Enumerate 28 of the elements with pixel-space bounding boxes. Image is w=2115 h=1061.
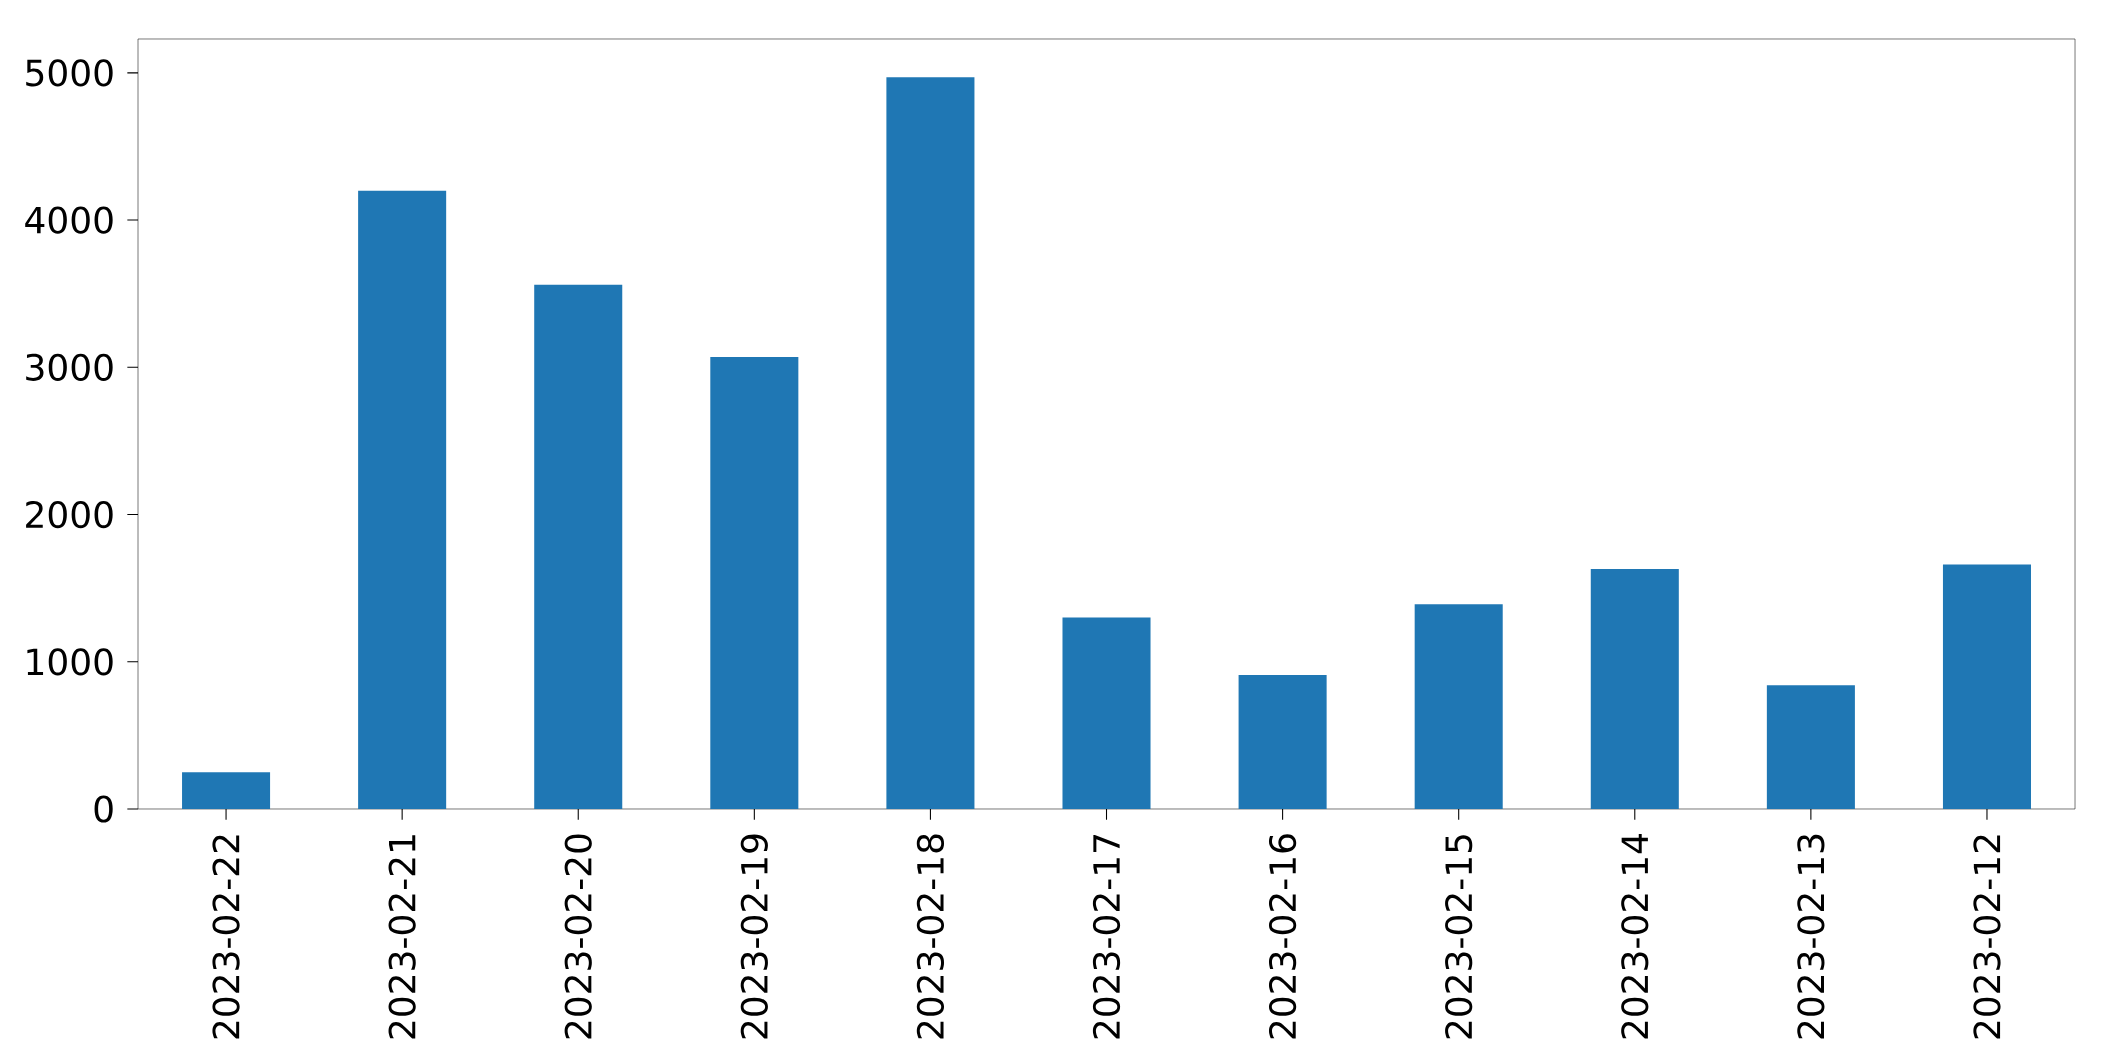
bar bbox=[1942, 564, 2031, 809]
x-tick-label: 2023-02-18 bbox=[916, 834, 945, 1039]
bar bbox=[886, 77, 975, 809]
x-tick-label: 2023-02-22 bbox=[212, 835, 240, 1039]
x-tick-label: 2023-02-19 bbox=[740, 834, 768, 1039]
bar bbox=[1062, 617, 1151, 809]
y-tick-label: 2000 bbox=[26, 500, 113, 529]
y-tick-label: 3000 bbox=[26, 353, 113, 381]
x-tick-label: 2023-02-16 bbox=[1268, 834, 1297, 1039]
x-tick-label: 2023-02-20 bbox=[564, 834, 592, 1039]
y-tick-label: 4000 bbox=[25, 206, 113, 234]
y-tick-label: 5000 bbox=[26, 59, 113, 87]
bar bbox=[1590, 569, 1679, 809]
y-tick-label: 1000 bbox=[27, 648, 113, 676]
bar bbox=[1238, 675, 1327, 809]
bar bbox=[1414, 604, 1503, 809]
bar bbox=[1766, 685, 1855, 809]
x-tick-label: 2023-02-17 bbox=[1092, 835, 1121, 1039]
x-tick-label: 2023-02-15 bbox=[1445, 835, 1473, 1039]
bar bbox=[182, 772, 271, 809]
bar bbox=[710, 357, 799, 809]
x-tick-label: 2023-02-13 bbox=[1797, 834, 1825, 1039]
y-tick-label: 0 bbox=[94, 795, 113, 823]
bar bbox=[358, 190, 447, 809]
x-tick-label: 2023-02-21 bbox=[388, 835, 416, 1039]
x-tick-label: 2023-02-14 bbox=[1621, 834, 1649, 1039]
bar bbox=[534, 284, 623, 809]
x-tick-label: 2023-02-12 bbox=[1973, 835, 2001, 1039]
